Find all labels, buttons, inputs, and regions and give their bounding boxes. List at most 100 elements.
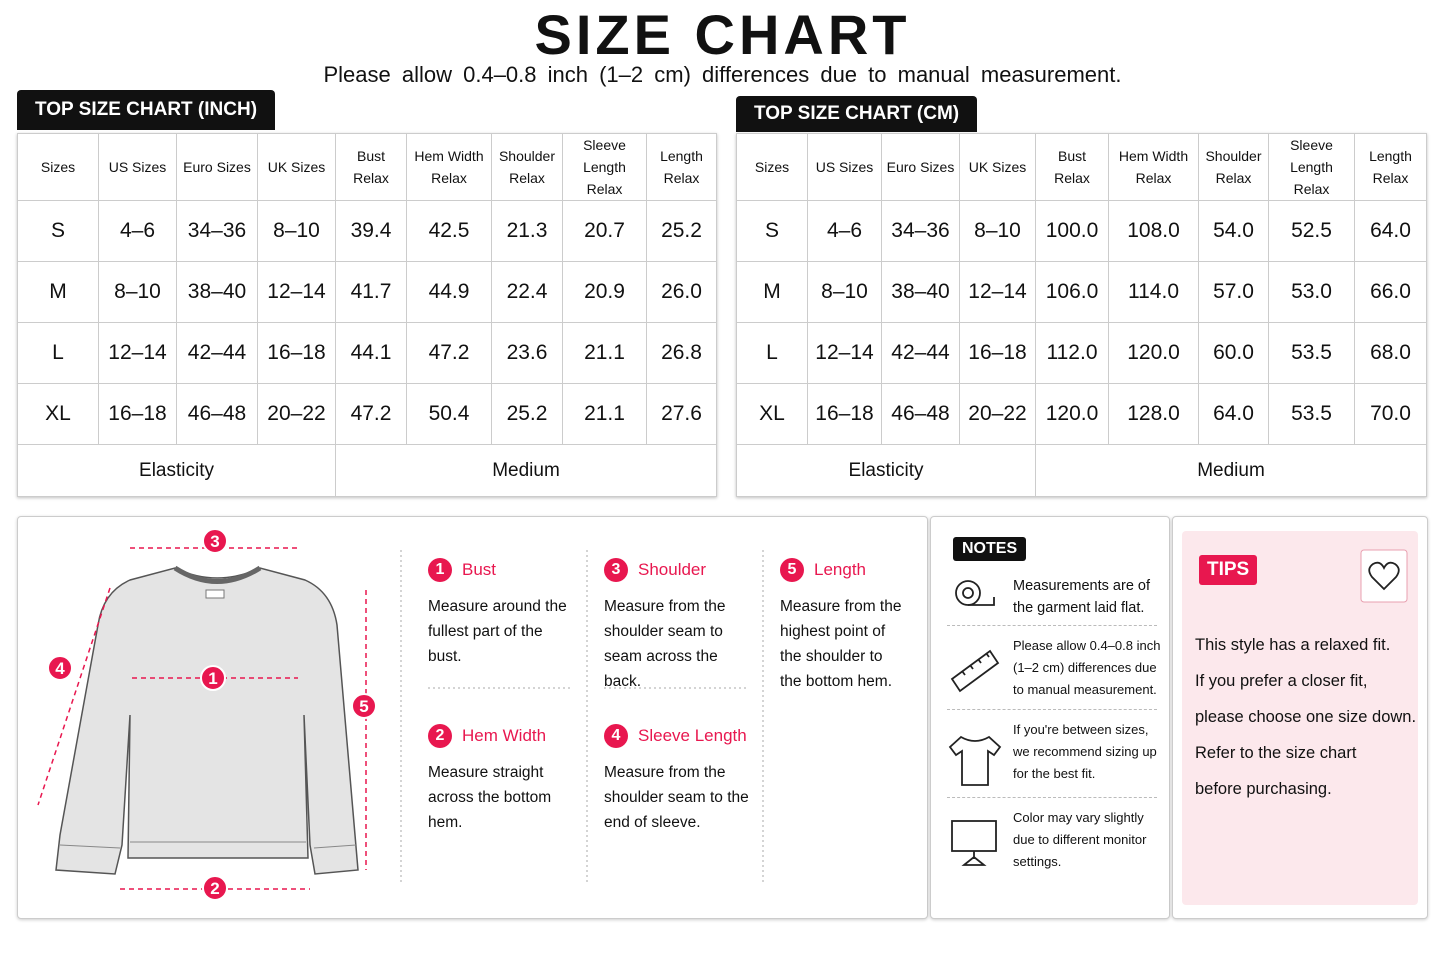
dividers (400, 550, 764, 885)
size-row: XL 16–18 46–48 20–22 120.0 128.0 64.0 53.5 70.0 (736, 383, 1427, 445)
value-cell: 16–18 (959, 322, 1036, 384)
ruler-icon (950, 649, 1000, 693)
measurement-number: 2 (428, 724, 452, 748)
cuff (59, 844, 121, 849)
size-row: M 8–10 38–40 12–14 106.0 114.0 57.0 53.0 66.0 (736, 261, 1427, 323)
value-cell: 44.1 (335, 322, 407, 384)
tips-line: Refer to the size chart (1195, 744, 1357, 762)
value-cell: 68.0 (1354, 322, 1427, 384)
value-cell: 26.8 (646, 322, 717, 384)
measurement-title: Sleeve Length (638, 726, 747, 745)
sleeve-line (37, 587, 111, 806)
note-icons (948, 580, 1002, 866)
value-cell: 46–48 (881, 383, 960, 445)
value-cell: 38–40 (176, 261, 258, 323)
measurement-head: 3 Shoulder (604, 558, 754, 582)
column-header: Hem Width Relax (1108, 133, 1199, 201)
footer-cell: Elasticity (17, 444, 336, 497)
footer-row: Elasticity Medium (17, 444, 717, 497)
note-divider (947, 625, 1157, 626)
measurement: 2 Hem Width Measure straight across the bo… (428, 724, 578, 835)
value-cell: 27.6 (646, 383, 717, 445)
column-header: Length Relax (1354, 133, 1427, 201)
subtitle: Please allow 0.4–0.8 inch (1–2 cm) diffe… (323, 62, 1122, 87)
measurement: 3 Shoulder Measure from the shoulder seam … (604, 558, 754, 694)
size-row: L 12–14 42–44 16–18 44.1 47.2 23.6 21.1 26.8 (17, 322, 717, 384)
header-line: Length (1369, 148, 1412, 164)
measurement-text: Measure from the shoulder seam to the en… (604, 764, 749, 831)
monitor-icon (951, 820, 997, 866)
header-line: Relax (1215, 170, 1252, 186)
footer-row: Elasticity Medium (736, 444, 1427, 497)
tips-line: If you prefer a closer fit, (1195, 672, 1368, 690)
header-line: Relax (509, 170, 545, 186)
note-text: Color may vary slightly due to different… (1013, 810, 1147, 869)
measurement-number: 4 (604, 724, 628, 748)
measurement-text: Measure from the highest point of the sh… (780, 598, 902, 690)
measurement: 4 Sleeve Length Measure from the shoulder … (604, 724, 754, 835)
value-cell: 20.7 (562, 200, 647, 262)
size-cell: S (736, 200, 808, 262)
neckband (173, 565, 262, 584)
value-cell: 53.0 (1268, 261, 1355, 323)
diagram-marker-number: 4 (55, 659, 65, 678)
value-cell: 16–18 (98, 383, 177, 445)
notes-title: NOTES (953, 537, 1027, 561)
size-cell: XL (736, 383, 808, 445)
tips-line: This style has a relaxed fit. (1195, 636, 1391, 654)
footer-cell: Elasticity (736, 444, 1036, 497)
size-row: XL 16–18 46–48 20–22 47.2 50.4 25.2 21.1 27.6 (17, 383, 717, 445)
header-line: US Sizes (815, 159, 874, 175)
size-cell: S (17, 200, 99, 262)
value-cell: 20–22 (257, 383, 336, 445)
header-line: Shoulder (1205, 148, 1262, 164)
value-cell: 21.3 (491, 200, 563, 262)
value-cell: 70.0 (1354, 383, 1427, 445)
header-line: Bust (356, 148, 385, 164)
value-cell: 39.4 (335, 200, 407, 262)
diagram-marker-number: 3 (210, 532, 219, 551)
tape-icon (955, 580, 995, 606)
value-cell: 25.2 (491, 383, 563, 445)
column-header: Shoulder Relax (491, 133, 563, 201)
header-line: Sleeve Length (1290, 137, 1333, 175)
value-cell: 20–22 (959, 383, 1036, 445)
cuff (313, 844, 357, 849)
tips-line: please choose one size down. (1195, 708, 1417, 726)
footer-cell: Medium (335, 444, 717, 497)
value-cell: 57.0 (1198, 261, 1269, 323)
footer-cell: Medium (1035, 444, 1427, 497)
header-line: Relax (353, 170, 389, 186)
header-line: Sizes (754, 159, 790, 175)
size-cell: L (736, 322, 808, 384)
value-cell: 50.4 (406, 383, 492, 445)
header-line: Relax (586, 181, 623, 197)
header-line: UK Sizes (968, 159, 1027, 175)
value-cell: 34–36 (881, 200, 960, 262)
column-header: Shoulder Relax (1198, 133, 1269, 201)
value-cell: 12–14 (959, 261, 1036, 323)
value-cell: 60.0 (1198, 322, 1269, 384)
value-cell: 12–14 (257, 261, 336, 323)
size-row: L 12–14 42–44 16–18 112.0 120.0 60.0 53.5 68.0 (736, 322, 1427, 384)
value-cell: 53.5 (1268, 383, 1355, 445)
value-cell: 41.7 (335, 261, 407, 323)
measurement-number: 1 (428, 558, 452, 582)
value-cell: 64.0 (1354, 200, 1427, 262)
tips-text: This style has a relaxed fit. If you pref… (1195, 627, 1416, 807)
note-text: Measurements are of the garment laid fla… (1013, 578, 1151, 616)
header-line: Relax (1135, 170, 1172, 186)
value-cell: 42–44 (176, 322, 258, 384)
size-row: S 4–6 34–36 8–10 100.0 108.0 54.0 52.5 64.0 (736, 200, 1427, 262)
value-cell: 108.0 (1108, 200, 1199, 262)
value-cell: 12–14 (807, 322, 882, 384)
column-header: UK Sizes (257, 133, 336, 201)
header-line: Sleeve Length (583, 137, 626, 175)
column-header: Bust Relax (335, 133, 407, 201)
value-cell: 26.0 (646, 261, 717, 323)
diagram-marker (202, 528, 228, 554)
measurement-head: 2 Hem Width (428, 724, 578, 748)
notes-panel: NOTES Measurements are of the garment la… (930, 516, 1170, 919)
tshirt-icon (948, 735, 1002, 786)
